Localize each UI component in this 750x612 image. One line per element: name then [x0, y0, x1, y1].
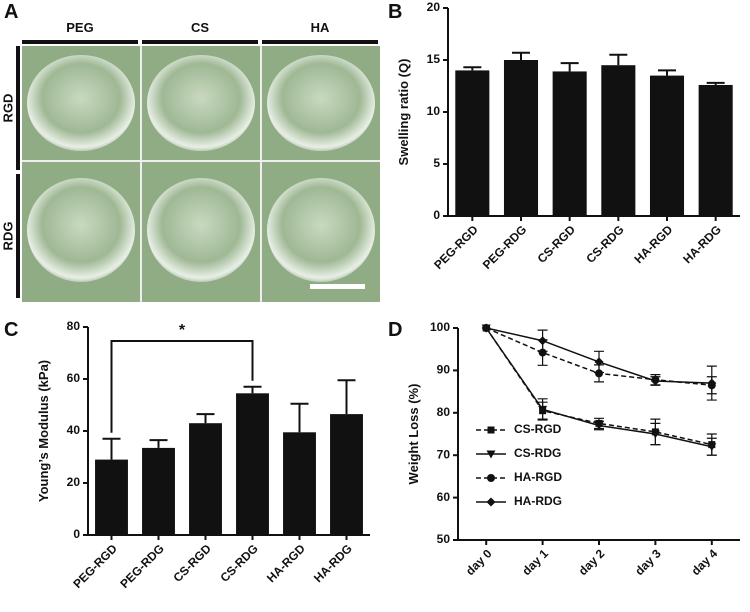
- marker: [538, 336, 548, 346]
- legend-label: CS-RDG: [514, 446, 561, 460]
- hydrogel: [147, 55, 255, 151]
- y-tick-label: 5: [433, 156, 440, 170]
- y-tick-label: 80: [67, 319, 81, 333]
- legend-marker: [486, 497, 496, 507]
- y-tick-label: 40: [67, 423, 81, 437]
- photo-panel: A: [4, 1, 380, 302]
- bar: [601, 65, 636, 216]
- x-tick-label: PEG-RDG: [480, 222, 530, 272]
- significance-label: *: [179, 322, 186, 339]
- x-tick-label: CS-RDG: [217, 541, 260, 584]
- x-tick-label: HA-RGD: [632, 222, 676, 266]
- column-label: HA: [311, 20, 330, 35]
- y-axis-label: Young’s Modulus (kPa): [36, 360, 51, 502]
- x-tick-label: PEG-RDG: [117, 541, 167, 591]
- x-tick-label: HA-RGD: [264, 541, 308, 585]
- hydrogel: [267, 55, 375, 151]
- y-tick-label: 20: [427, 0, 441, 14]
- y-axis-label: Weight Loss (%): [406, 384, 421, 485]
- row-label: RDG: [0, 222, 15, 251]
- bar: [189, 423, 222, 535]
- bar: [283, 432, 316, 535]
- x-tick-label: day 1: [519, 546, 551, 578]
- panel-label: A: [4, 1, 18, 23]
- x-tick-label: day 2: [576, 546, 608, 578]
- marker: [481, 323, 491, 333]
- marker: [594, 422, 604, 431]
- column-label: PEG: [66, 20, 93, 35]
- marker: [650, 430, 660, 439]
- y-tick-label: 50: [437, 532, 451, 546]
- marker: [538, 348, 547, 357]
- x-tick-label: CS-RGD: [535, 222, 579, 266]
- bar: [95, 459, 128, 535]
- marker: [594, 357, 604, 367]
- panel-label: C: [4, 319, 18, 341]
- hydrogel: [267, 178, 375, 282]
- hydrogel: [27, 55, 135, 151]
- scale-bar: [310, 284, 365, 289]
- panel-label: B: [388, 1, 402, 23]
- row-label: RGD: [0, 94, 15, 123]
- x-tick-label: HA-RDG: [311, 541, 355, 585]
- legend-marker: [487, 426, 495, 434]
- x-tick-label: day 0: [463, 546, 495, 578]
- bar: [552, 71, 587, 216]
- x-tick-label: day 3: [632, 546, 664, 578]
- x-tick-label: PEG-RGD: [431, 222, 481, 272]
- marker: [538, 405, 548, 414]
- marker: [595, 369, 603, 378]
- bar: [649, 75, 685, 216]
- y-tick-label: 20: [67, 475, 81, 489]
- legend-label: HA-RGD: [514, 470, 562, 484]
- y-tick-label: 0: [73, 527, 80, 541]
- y-tick-label: 0: [433, 208, 440, 222]
- y-tick-label: 60: [437, 490, 451, 504]
- marker: [707, 443, 717, 452]
- x-tick-label: CS-RDG: [583, 222, 626, 265]
- x-tick-label: CS-RGD: [170, 541, 214, 585]
- y-tick-label: 80: [437, 405, 451, 419]
- y-tick-label: 100: [430, 320, 450, 334]
- legend-marker: [486, 450, 496, 459]
- bar: [455, 70, 490, 217]
- x-tick-label: PEG-RGD: [70, 541, 120, 591]
- y-tick-label: 10: [427, 104, 441, 118]
- legend-label: CS-RGD: [514, 422, 562, 436]
- significance-bracket: [110, 340, 254, 433]
- bar: [142, 447, 175, 535]
- y-axis-label: Swelling ratio (Q): [396, 59, 411, 166]
- bar: [503, 60, 539, 216]
- bar: [698, 84, 733, 217]
- hydrogel: [147, 178, 255, 282]
- bar: [236, 393, 269, 535]
- marker: [707, 378, 717, 388]
- y-tick-label: 60: [67, 371, 81, 385]
- y-tick-label: 70: [437, 447, 451, 461]
- column-label: CS: [191, 20, 209, 35]
- y-tick-label: 90: [437, 363, 451, 377]
- y-tick-label: 15: [427, 52, 441, 66]
- panel-label: D: [388, 319, 402, 341]
- x-tick-label: HA-RDG: [680, 222, 724, 266]
- bar: [330, 414, 363, 535]
- hydrogel: [27, 178, 135, 282]
- marker: [650, 376, 660, 386]
- legend-marker: [487, 474, 495, 482]
- legend-label: HA-RDG: [514, 494, 562, 508]
- x-tick-label: day 4: [689, 546, 721, 578]
